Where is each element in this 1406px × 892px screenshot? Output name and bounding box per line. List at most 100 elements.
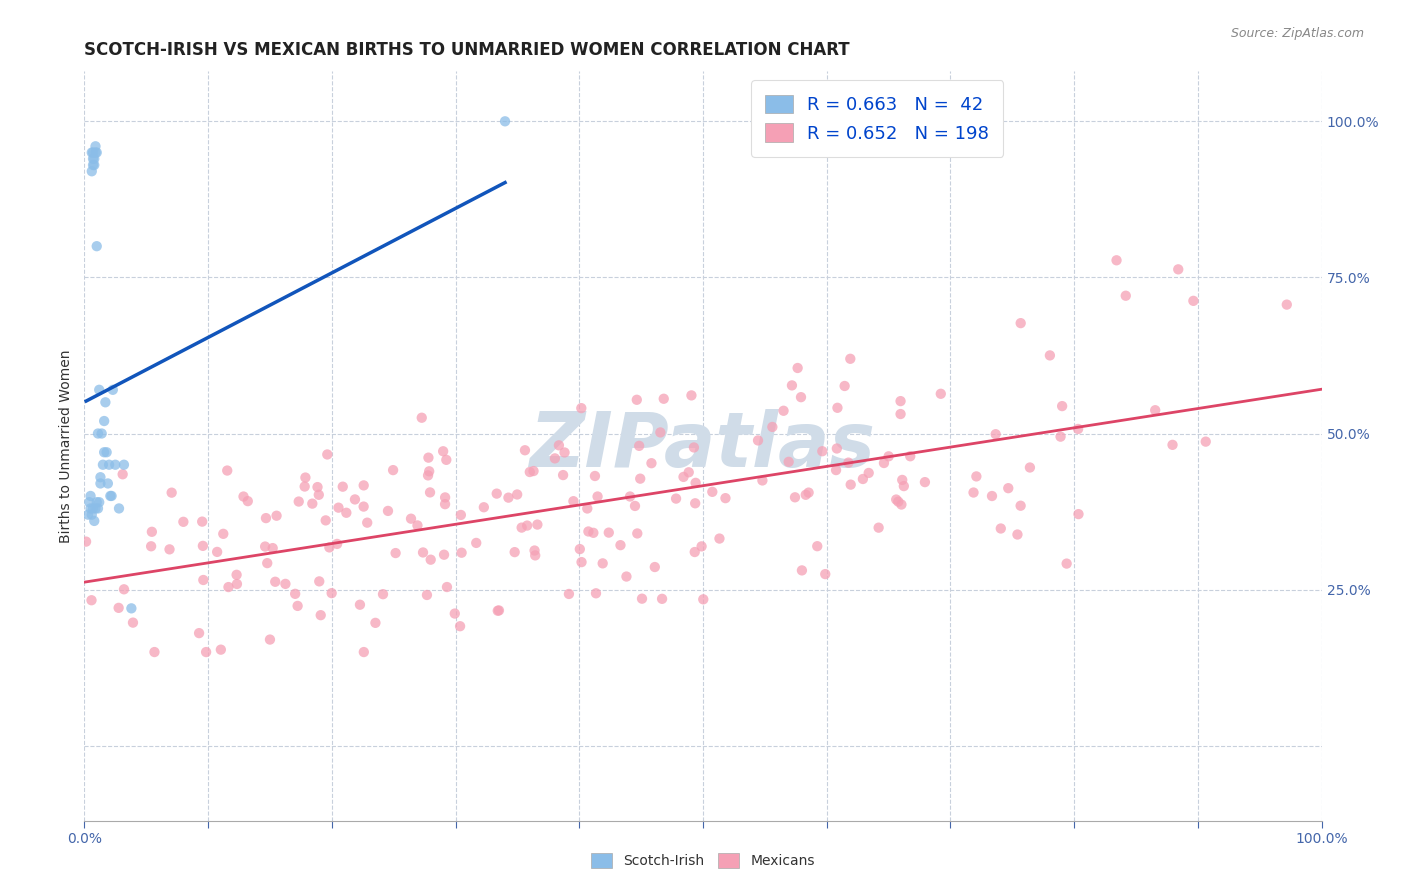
- Point: [914, 475, 936, 489]
- Point: [884, 492, 907, 507]
- Point: [797, 485, 820, 500]
- Point: [274, 577, 297, 591]
- Point: [681, 388, 703, 402]
- Point: [191, 515, 214, 529]
- Point: [984, 427, 1007, 442]
- Point: [77, 508, 100, 522]
- Point: [825, 463, 848, 477]
- Point: [806, 539, 828, 553]
- Point: [498, 491, 520, 505]
- Point: [1067, 507, 1090, 521]
- Point: [548, 438, 571, 452]
- Point: [1144, 403, 1167, 417]
- Point: [672, 470, 695, 484]
- Point: [526, 517, 548, 532]
- Point: [1039, 348, 1062, 362]
- Point: [262, 541, 284, 555]
- Point: [205, 545, 228, 559]
- Point: [416, 588, 439, 602]
- Point: [104, 458, 127, 472]
- Point: [89, 383, 111, 397]
- Point: [619, 490, 641, 504]
- Point: [690, 540, 713, 554]
- Point: [839, 477, 862, 491]
- Point: [825, 442, 848, 456]
- Point: [640, 456, 662, 470]
- Point: [316, 447, 339, 461]
- Point: [585, 586, 607, 600]
- Point: [287, 599, 309, 613]
- Point: [450, 546, 472, 560]
- Point: [107, 600, 129, 615]
- Point: [449, 619, 471, 633]
- Point: [598, 525, 620, 540]
- Point: [301, 497, 323, 511]
- Point: [377, 504, 399, 518]
- Point: [86, 145, 108, 160]
- Point: [419, 552, 441, 566]
- Point: [122, 615, 145, 630]
- Point: [568, 542, 591, 557]
- Point: [683, 441, 706, 455]
- Point: [90, 426, 112, 441]
- Point: [965, 469, 987, 483]
- Point: [551, 468, 574, 483]
- Point: [890, 498, 912, 512]
- Point: [516, 518, 538, 533]
- Point: [406, 518, 429, 533]
- Point: [631, 591, 654, 606]
- Point: [485, 486, 508, 500]
- Point: [562, 494, 585, 508]
- Point: [217, 464, 239, 478]
- Point: [778, 455, 800, 469]
- Point: [503, 545, 526, 559]
- Y-axis label: Births to Unmarried Women: Births to Unmarried Women: [59, 350, 73, 542]
- Point: [898, 449, 921, 463]
- Point: [582, 525, 605, 540]
- Point: [1010, 316, 1032, 330]
- Point: [683, 545, 706, 559]
- Point: [112, 458, 135, 472]
- Point: [139, 539, 162, 553]
- Point: [418, 464, 440, 478]
- Point: [434, 497, 457, 511]
- Point: [83, 152, 105, 166]
- Point: [569, 401, 592, 416]
- Point: [83, 158, 105, 172]
- Point: [839, 351, 862, 366]
- Point: [232, 490, 254, 504]
- Point: [1167, 262, 1189, 277]
- Point: [790, 390, 813, 404]
- Point: [84, 501, 107, 516]
- Point: [75, 534, 97, 549]
- Point: [434, 453, 457, 467]
- Point: [419, 485, 441, 500]
- Point: [188, 626, 211, 640]
- Point: [326, 537, 349, 551]
- Point: [80, 164, 103, 178]
- Point: [193, 573, 215, 587]
- Text: ZIPatlas: ZIPatlas: [530, 409, 876, 483]
- Point: [80, 593, 103, 607]
- Point: [294, 479, 316, 493]
- Point: [93, 414, 115, 428]
- Point: [586, 490, 609, 504]
- Point: [141, 524, 163, 539]
- Point: [929, 386, 952, 401]
- Point: [353, 500, 375, 514]
- Point: [981, 489, 1004, 503]
- Point: [254, 540, 277, 554]
- Point: [87, 426, 110, 441]
- Point: [626, 392, 648, 407]
- Point: [506, 487, 529, 501]
- Point: [443, 607, 465, 621]
- Point: [794, 488, 817, 502]
- Point: [827, 401, 849, 415]
- Point: [780, 378, 803, 392]
- Point: [87, 501, 110, 516]
- Point: [450, 508, 472, 522]
- Point: [486, 604, 509, 618]
- Point: [583, 469, 606, 483]
- Point: [576, 524, 599, 539]
- Legend: Scotch-Irish, Mexicans: Scotch-Irish, Mexicans: [586, 847, 820, 873]
